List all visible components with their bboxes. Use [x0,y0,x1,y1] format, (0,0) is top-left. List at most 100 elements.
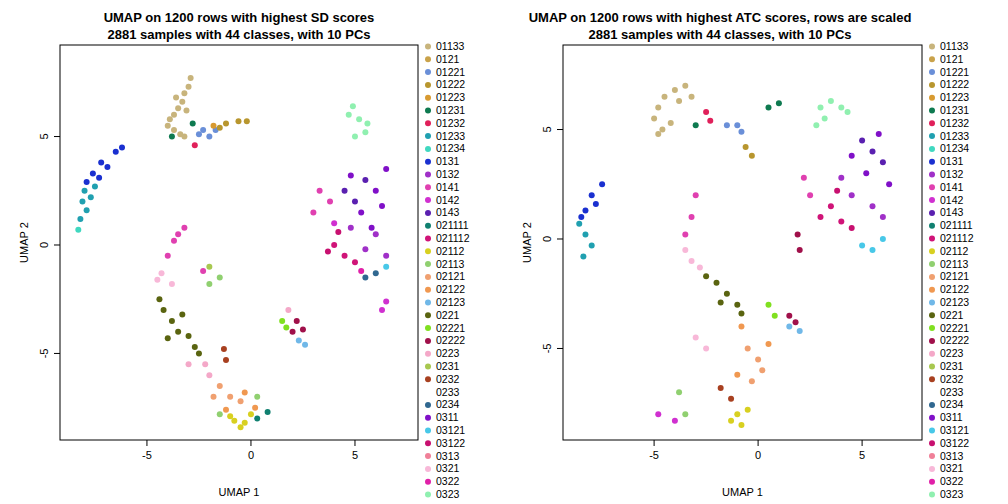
point [254,416,260,422]
point [724,122,730,128]
point [655,411,661,417]
legend-label: 0142 [436,194,460,206]
point [580,254,586,260]
point [599,181,605,187]
point [346,112,352,118]
y-tick-label: 5 [38,133,50,139]
point [96,175,102,181]
point [84,179,90,185]
legend-marker [929,364,935,370]
point [755,356,761,362]
point [682,232,688,238]
legend-marker [929,172,935,178]
legend-label: 01233 [940,130,969,142]
point [772,313,778,319]
point [655,105,661,111]
legend-label: 0322 [940,475,964,487]
point [734,302,740,308]
point [358,268,364,274]
point [79,199,85,205]
legend-marker [425,466,431,472]
point [582,232,588,238]
point [186,333,192,339]
point [822,116,828,122]
point [119,144,125,150]
point [749,378,755,384]
legend-label: 02221 [436,322,465,334]
point [845,109,851,115]
point [77,216,83,222]
point [797,328,803,334]
point [786,324,792,330]
point [171,238,177,244]
legend-label: 0232 [436,373,460,385]
point [90,170,96,176]
point [662,94,668,100]
legend-label: 0313 [436,450,460,462]
point [211,394,217,400]
y-axis-label: UMAP 2 [521,222,533,263]
legend-label: 0142 [940,194,964,206]
legend-label: 03121 [436,424,465,436]
point [244,118,250,124]
legend-marker [425,56,431,62]
point [651,116,657,122]
legend-marker [929,492,935,498]
point [813,122,819,128]
point [181,134,187,140]
x-tick [250,440,251,446]
point [171,127,177,133]
point [655,131,661,137]
point [254,394,260,400]
legend-marker [425,197,431,203]
point [179,311,185,317]
point [248,411,254,417]
legend-label: 0132 [940,168,964,180]
point [206,134,212,140]
point [828,203,834,209]
point [302,342,308,348]
point [265,409,271,415]
legend-marker [929,236,935,242]
point [869,203,875,209]
point [196,131,202,137]
legend-label: 02122 [436,283,465,295]
point [743,144,749,150]
point [863,170,869,176]
point [362,246,368,252]
x-tick-label: 0 [755,449,761,461]
point [227,394,233,400]
point [217,411,223,417]
legend-marker [425,274,431,280]
y-tick [557,238,563,239]
point [801,175,807,181]
point [223,407,229,413]
point [285,307,291,313]
points [576,83,892,428]
legend-marker [425,376,431,382]
point [582,208,588,214]
point [175,105,181,111]
point [682,411,688,417]
point [98,160,104,166]
point [200,268,206,274]
point [383,298,389,304]
point [738,310,744,316]
point [159,270,165,276]
point [186,84,192,90]
point [765,302,771,308]
point [682,247,688,253]
legend-marker [929,120,935,126]
plot-frame [563,45,922,440]
point [793,319,799,325]
point [227,413,233,419]
point [728,418,734,424]
legend-label: 021111 [940,219,973,231]
point [188,75,194,81]
point [211,123,217,129]
point [348,225,354,231]
point [217,383,223,389]
point [373,231,379,237]
point [379,307,385,313]
point [290,329,296,335]
